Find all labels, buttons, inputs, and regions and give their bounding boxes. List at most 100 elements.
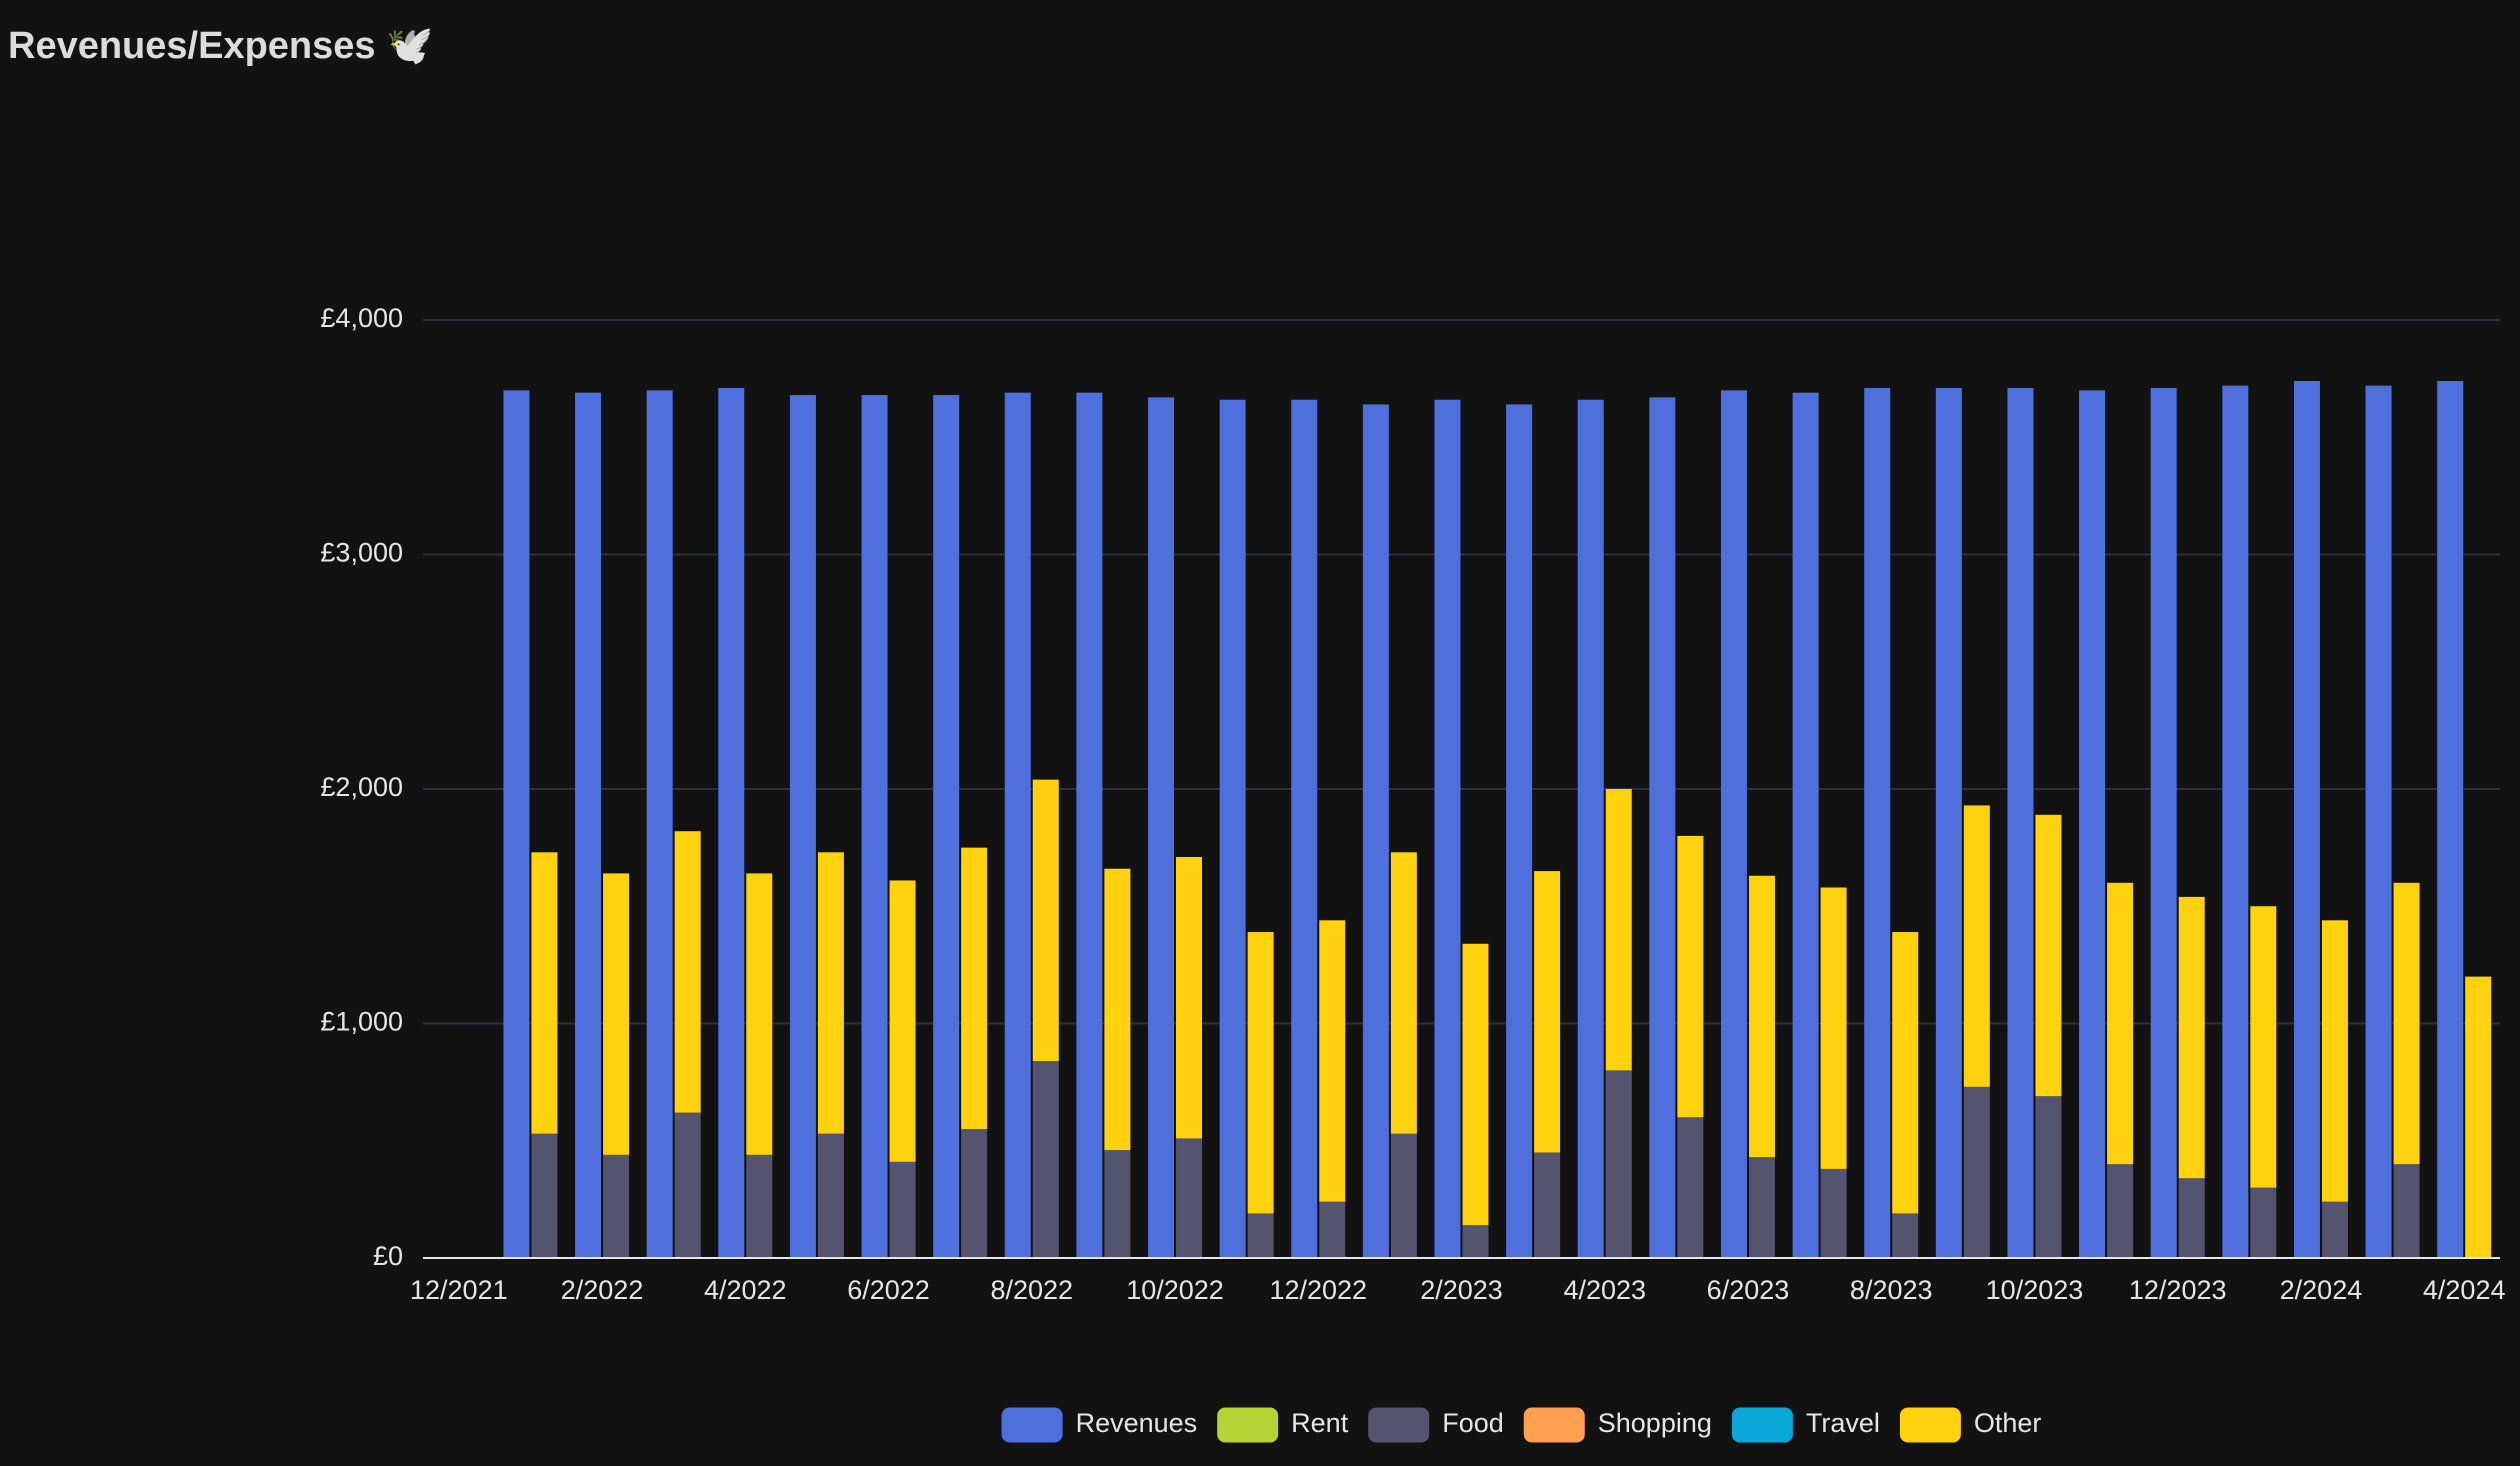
bar: [1605, 789, 1632, 1071]
bar: [2222, 385, 2249, 1258]
bar: [718, 388, 745, 1258]
bar: [2178, 1178, 2205, 1258]
y-tick-label: £4,000: [320, 303, 403, 333]
bar: [1506, 404, 1533, 1258]
legend-swatch: [1001, 1407, 1063, 1443]
bar: [817, 852, 844, 1134]
bar: [2107, 1164, 2134, 1258]
bar: [1892, 932, 1919, 1214]
legend-item[interactable]: Shopping: [1523, 1407, 1712, 1443]
bar: [1462, 1225, 1489, 1258]
bar: [746, 1154, 773, 1258]
bar: [746, 873, 773, 1155]
x-tick-label: 12/2021: [410, 1275, 508, 1305]
bar: [1004, 392, 1031, 1258]
bar: [1577, 399, 1604, 1259]
bar: [1720, 390, 1747, 1259]
x-tick-label: 2/2023: [1420, 1275, 1503, 1305]
bar: [674, 1112, 701, 1258]
legend-item[interactable]: Travel: [1731, 1407, 1880, 1443]
bar: [1677, 1117, 1704, 1258]
legend-label: Other: [1974, 1408, 2042, 1438]
bar: [1247, 1213, 1274, 1258]
bar: [603, 873, 630, 1155]
bar: [961, 1129, 988, 1258]
legend-item[interactable]: Rent: [1217, 1407, 1349, 1443]
x-tick-label: 6/2023: [1707, 1275, 1790, 1305]
bar: [861, 395, 888, 1258]
bar: [2079, 390, 2106, 1259]
bar: [2393, 1164, 2420, 1258]
y-tick-label: £1,000: [320, 1007, 403, 1037]
legend-label: Revenues: [1076, 1408, 1198, 1438]
bar: [1247, 932, 1274, 1214]
bar: [1176, 1138, 1203, 1258]
bar: [1963, 1086, 1990, 1258]
legend-label: Travel: [1806, 1408, 1880, 1438]
x-tick-label: 12/2022: [1269, 1275, 1367, 1305]
bar: [1820, 887, 1847, 1169]
legend-label: Rent: [1291, 1408, 1349, 1438]
bar: [2150, 388, 2177, 1258]
bar: [2250, 906, 2277, 1188]
legend-swatch: [1523, 1407, 1585, 1443]
bar: [1291, 399, 1318, 1259]
x-tick-label: 4/2023: [1563, 1275, 1646, 1305]
bar: [1319, 920, 1346, 1202]
bar: [2250, 1187, 2277, 1258]
bar: [531, 1133, 558, 1258]
bar: [1605, 1070, 1632, 1258]
bar: [933, 395, 960, 1258]
bar: [2293, 380, 2320, 1259]
bar: [1935, 388, 1962, 1258]
legend-item[interactable]: Food: [1368, 1407, 1504, 1443]
bar: [1032, 779, 1059, 1062]
bar: [1176, 857, 1203, 1139]
bar: [2035, 814, 2062, 1097]
bar: [1963, 805, 1990, 1087]
bar: [531, 852, 558, 1134]
bar: [1748, 875, 1775, 1158]
legend-label: Shopping: [1598, 1408, 1712, 1438]
bar: [503, 390, 530, 1259]
bar: [2035, 1096, 2062, 1258]
bar: [2437, 380, 2464, 1259]
bar: [2321, 920, 2348, 1202]
x-tick-label: 10/2023: [1986, 1275, 2084, 1305]
bar: [1748, 1157, 1775, 1258]
x-tick-label: 10/2022: [1126, 1275, 1224, 1305]
x-tick-label: 4/2022: [704, 1275, 787, 1305]
x-tick-label: 2/2022: [561, 1275, 644, 1305]
bar: [1104, 868, 1131, 1151]
x-tick-label: 8/2022: [990, 1275, 1073, 1305]
bar: [1649, 397, 1676, 1258]
bar: [2107, 882, 2134, 1165]
bar: [603, 1154, 630, 1258]
legend-item[interactable]: Other: [1899, 1407, 2042, 1443]
bar: [1434, 399, 1461, 1259]
bar: [1820, 1168, 1847, 1258]
bar: [674, 831, 701, 1113]
bar: [789, 395, 816, 1258]
bar: [1534, 1152, 1561, 1258]
legend-swatch: [1899, 1407, 1961, 1443]
y-tick-label: £3,000: [320, 538, 403, 568]
bar: [1076, 392, 1103, 1258]
bar: [2007, 388, 2034, 1258]
legend-item[interactable]: Revenues: [1001, 1407, 1198, 1443]
bar: [646, 390, 673, 1259]
bar: [961, 847, 988, 1130]
bar: [2393, 882, 2420, 1165]
bar: [2365, 385, 2392, 1258]
bar: [889, 880, 916, 1162]
bar: [1219, 399, 1246, 1259]
bar: [1864, 388, 1891, 1258]
bar: [2178, 896, 2205, 1179]
bar: [1462, 943, 1489, 1226]
x-tick-label: 12/2023: [2129, 1275, 2227, 1305]
legend-swatch: [1217, 1407, 1279, 1443]
y-tick-label: £2,000: [320, 772, 403, 802]
chart-title: Revenues/Expenses 🕊️: [8, 25, 433, 67]
bar: [1390, 852, 1417, 1134]
